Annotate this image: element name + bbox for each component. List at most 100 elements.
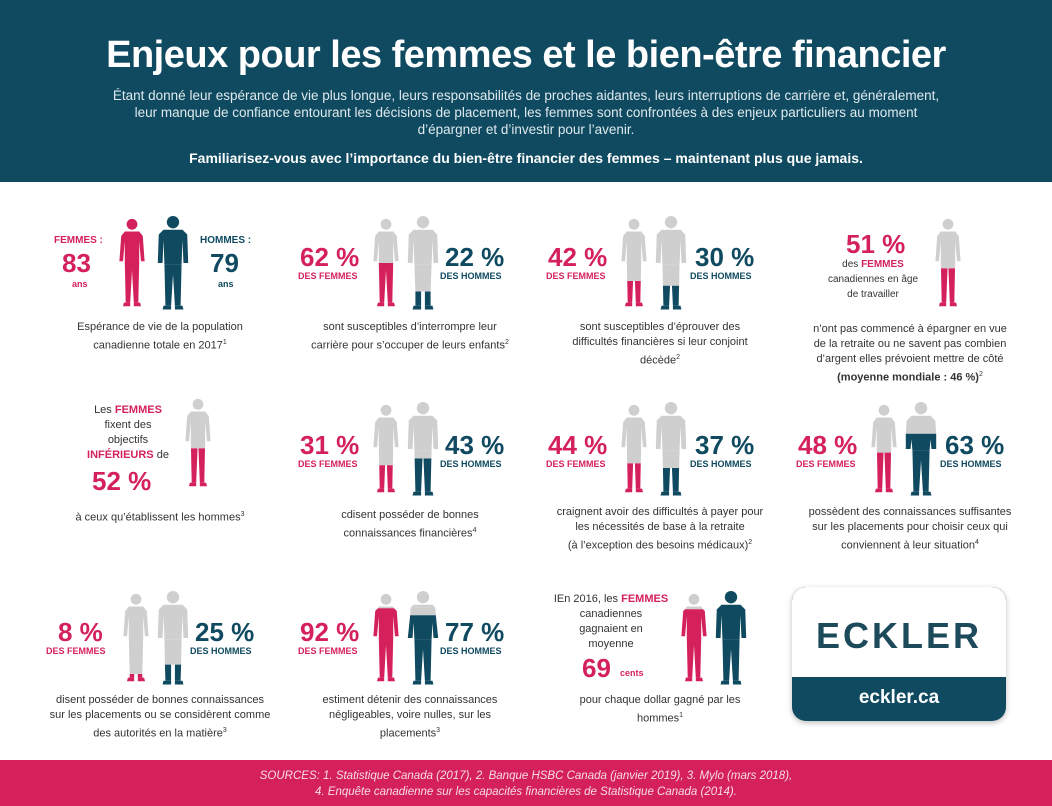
caption-line: Espérance de vie de la population [77,321,243,333]
caption-line: conviennent à leur situation4 [790,535,1030,554]
desc-line: canadiennes en âge [827,274,919,285]
stat-investment-knowledge: 48 % DES FEMMES 63 % DES HOMMES possèden… [790,393,1030,583]
caption: Espérance de vie de la population canadi… [40,320,280,354]
women-label: DES FEMMES [298,646,358,656]
desc-line: INFÉRIEURS de [68,448,188,463]
desc-line: objectifs [107,434,149,446]
stat-negligible-knowledge: 92 % DES FEMMES 77 % DES HOMMES estiment… [290,580,530,770]
man-icon [905,401,937,496]
cta-text: Familiarisez-vous avec l’importance du b… [189,150,863,166]
pay-unit: cents [620,668,644,678]
footnote-ref: 3 [436,727,441,734]
caption-line: sur les placements pour choisir ceux qui [812,521,1008,533]
men-pct: 30 % [695,242,755,272]
man-icon [655,215,687,310]
caption-text: à ceux qu’établissent les hommes [75,511,241,524]
women-label: DES FEMMES [298,271,358,281]
women-pct: 51 % [846,229,906,259]
man-icon [157,590,189,685]
caption-line: de la retraite ou ne savent pas combien [813,338,1007,350]
eckler-logo-card[interactable]: ECKLER eckler.ca [792,587,1006,721]
woman-icon [373,218,399,307]
desc-line: moyenne [588,638,634,650]
caption-line: pour chaque dollar gagné par les [579,694,741,706]
footnote-ref: 3 [240,511,245,518]
caption-line: disent posséder de bonnes connaissances [56,694,264,706]
caption-line: les nécessités de base à la retraite [575,521,745,533]
caption-line: craignent avoir des difficultés à payer … [556,506,764,518]
desc-line: canadiennes [579,608,643,620]
sources-line: 4. Enquête canadienne sur les capacités … [315,786,737,798]
women-pct: 62 % [300,242,360,272]
logo-panel [792,587,1006,677]
intro-line: Étant donné leur espérance de vie plus l… [112,88,940,103]
footnote-ref: 4 [975,539,979,546]
desc-line: de travailler [847,289,899,300]
caption-line: des autorités en la matière3 [40,723,280,742]
caption-text: connaissances financières [343,527,473,540]
caption-line: canadienne totale en 20171 [40,335,280,354]
women-pct: 48 % [798,430,858,460]
pay-desc: IEn 2016, les FEMMES canadiennes gagnaie… [546,592,676,652]
website-link[interactable]: eckler.ca [858,687,940,708]
men-label: DES HOMMES [690,459,752,469]
women-label: FEMMES : [54,235,103,246]
woman-icon [935,218,961,307]
women-label: DES FEMMES [546,271,606,281]
caption-text: carrière pour s’occuper de leurs enfants [311,339,505,352]
desc-line: gagnaient en [579,623,643,635]
sources-footer: SOURCES: 1. Statistique Canada (2017), 2… [0,760,1052,806]
stat-life-expectancy: FEMMES : 83 ans HOMMES : 79 ans Espéranc… [40,205,280,395]
women-unit: ans [72,279,88,289]
intro-text: Étant donné leur espérance de vie plus l… [86,87,966,138]
caption: cdisent posséder de bonnes connaissances… [290,508,530,542]
women-word: FEMMES [621,593,669,605]
caption-line: cdisent posséder de bonnes [341,509,479,521]
stat-career-interruption: 62 % DES FEMMES 22 % DES HOMMES sont sus… [290,205,530,395]
caption: sont susceptibles d’éprouver des difficu… [540,320,780,369]
woman-icon [871,404,897,493]
desc-line: fixent des [104,419,152,431]
women-pct: 92 % [300,617,360,647]
men-pct: 43 % [445,430,505,460]
man-icon [655,401,687,496]
women-word: FEMMES [114,404,162,416]
caption-text: placements [379,727,437,740]
caption-text: décède [640,354,677,367]
desc-line: Les FEMMES [68,403,188,418]
footnote-ref: 3 [222,727,227,734]
caption-line: placements3 [290,723,530,742]
men-pct: 25 % [195,617,255,647]
men-label: DES HOMMES [440,646,502,656]
woman-icon [681,593,707,682]
caption: sont susceptibles d’interrompre leur car… [290,320,530,354]
stat-lower-goals: Les FEMMES fixent des objectifs INFÉRIEU… [40,393,280,583]
caption-line: estiment détenir des connaissances [322,694,498,706]
goals-desc: Les FEMMES fixent des objectifs INFÉRIEU… [68,403,188,463]
stat-retirement-worry: 44 % DES FEMMES 37 % DES HOMMES craignen… [540,393,780,583]
desc-text: Les [94,404,112,416]
caption: pour chaque dollar gagné par les hommes1 [540,693,780,727]
woman-icon [621,218,647,307]
caption-line: sur les placements ou se considèrent com… [49,709,271,721]
men-label: DES HOMMES [940,459,1002,469]
caption-text: hommes [636,712,680,725]
caption-line: carrière pour s’occuper de leurs enfants… [290,335,530,354]
caption-line: décède2 [540,350,780,369]
woman-icon [123,593,149,682]
caption-line: n’ont pas commencé à épargner en vue [813,323,1007,335]
caption: à ceux qu’établissent les hommes3 [40,507,280,526]
footnote-ref: 2 [676,354,680,361]
footnote-ref: 1 [679,712,684,719]
stat-financial-knowledge: 31 % DES FEMMES 43 % DES HOMMES cdisent … [290,393,530,583]
caption-line: (moyenne mondiale : 46 %)2 [790,367,1030,386]
man-icon [157,215,189,310]
saving-desc: des FEMMES canadiennes en âge de travail… [808,257,938,302]
pay-value: 69 [582,653,611,683]
caption-text: (à l’exception des besoins médicaux) [567,539,749,552]
women-pct: 31 % [300,430,360,460]
caption-line: possèdent des connaissances suffisantes [808,506,1012,518]
goal-pct: 52 % [92,466,152,496]
footnote-ref: 4 [472,527,477,534]
caption-line: connaissances financières4 [290,523,530,542]
